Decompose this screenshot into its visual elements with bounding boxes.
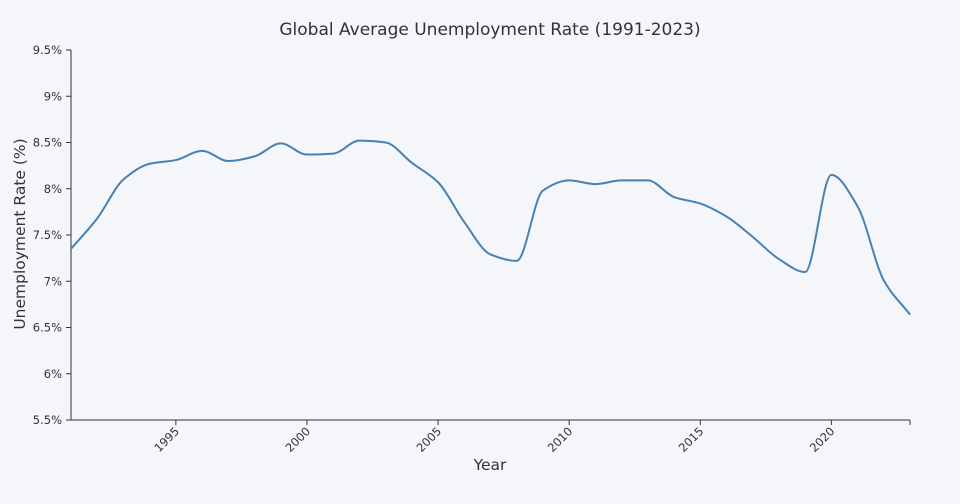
y-tick-label: 7.5% — [33, 228, 62, 242]
chart-title: Global Average Unemployment Rate (1991-2… — [279, 20, 700, 40]
y-tick-label: 8.5% — [33, 136, 62, 150]
x-tick-label: 2010 — [545, 424, 576, 455]
x-tick-label: 2020 — [807, 424, 838, 455]
y-tick-label: 9% — [44, 89, 62, 103]
y-tick-label: 5.5% — [33, 413, 62, 427]
x-tick-label: 2005 — [414, 424, 445, 455]
y-tick-label: 6.5% — [33, 321, 62, 335]
y-tick-label: 7% — [44, 274, 62, 288]
x-tick-label: 2000 — [282, 424, 313, 455]
y-tick-label: 9.5% — [33, 43, 62, 57]
x-axis-ticks: 1995 2000 2005 2010 2015 2020 — [151, 420, 911, 455]
y-axis-ticks: 5.5% 6% 6.5% 7% 7.5% 8% 8.5% 9% 9.5% — [33, 43, 71, 427]
x-tick-label: 2015 — [676, 424, 707, 455]
series-line — [70, 139, 911, 316]
y-axis-label: Unemployment Rate (%) — [11, 138, 29, 329]
x-tick-label: 1995 — [151, 424, 182, 455]
x-axis-label: Year — [473, 456, 507, 474]
y-tick-label: 8% — [44, 182, 62, 196]
y-tick-label: 6% — [44, 367, 62, 381]
